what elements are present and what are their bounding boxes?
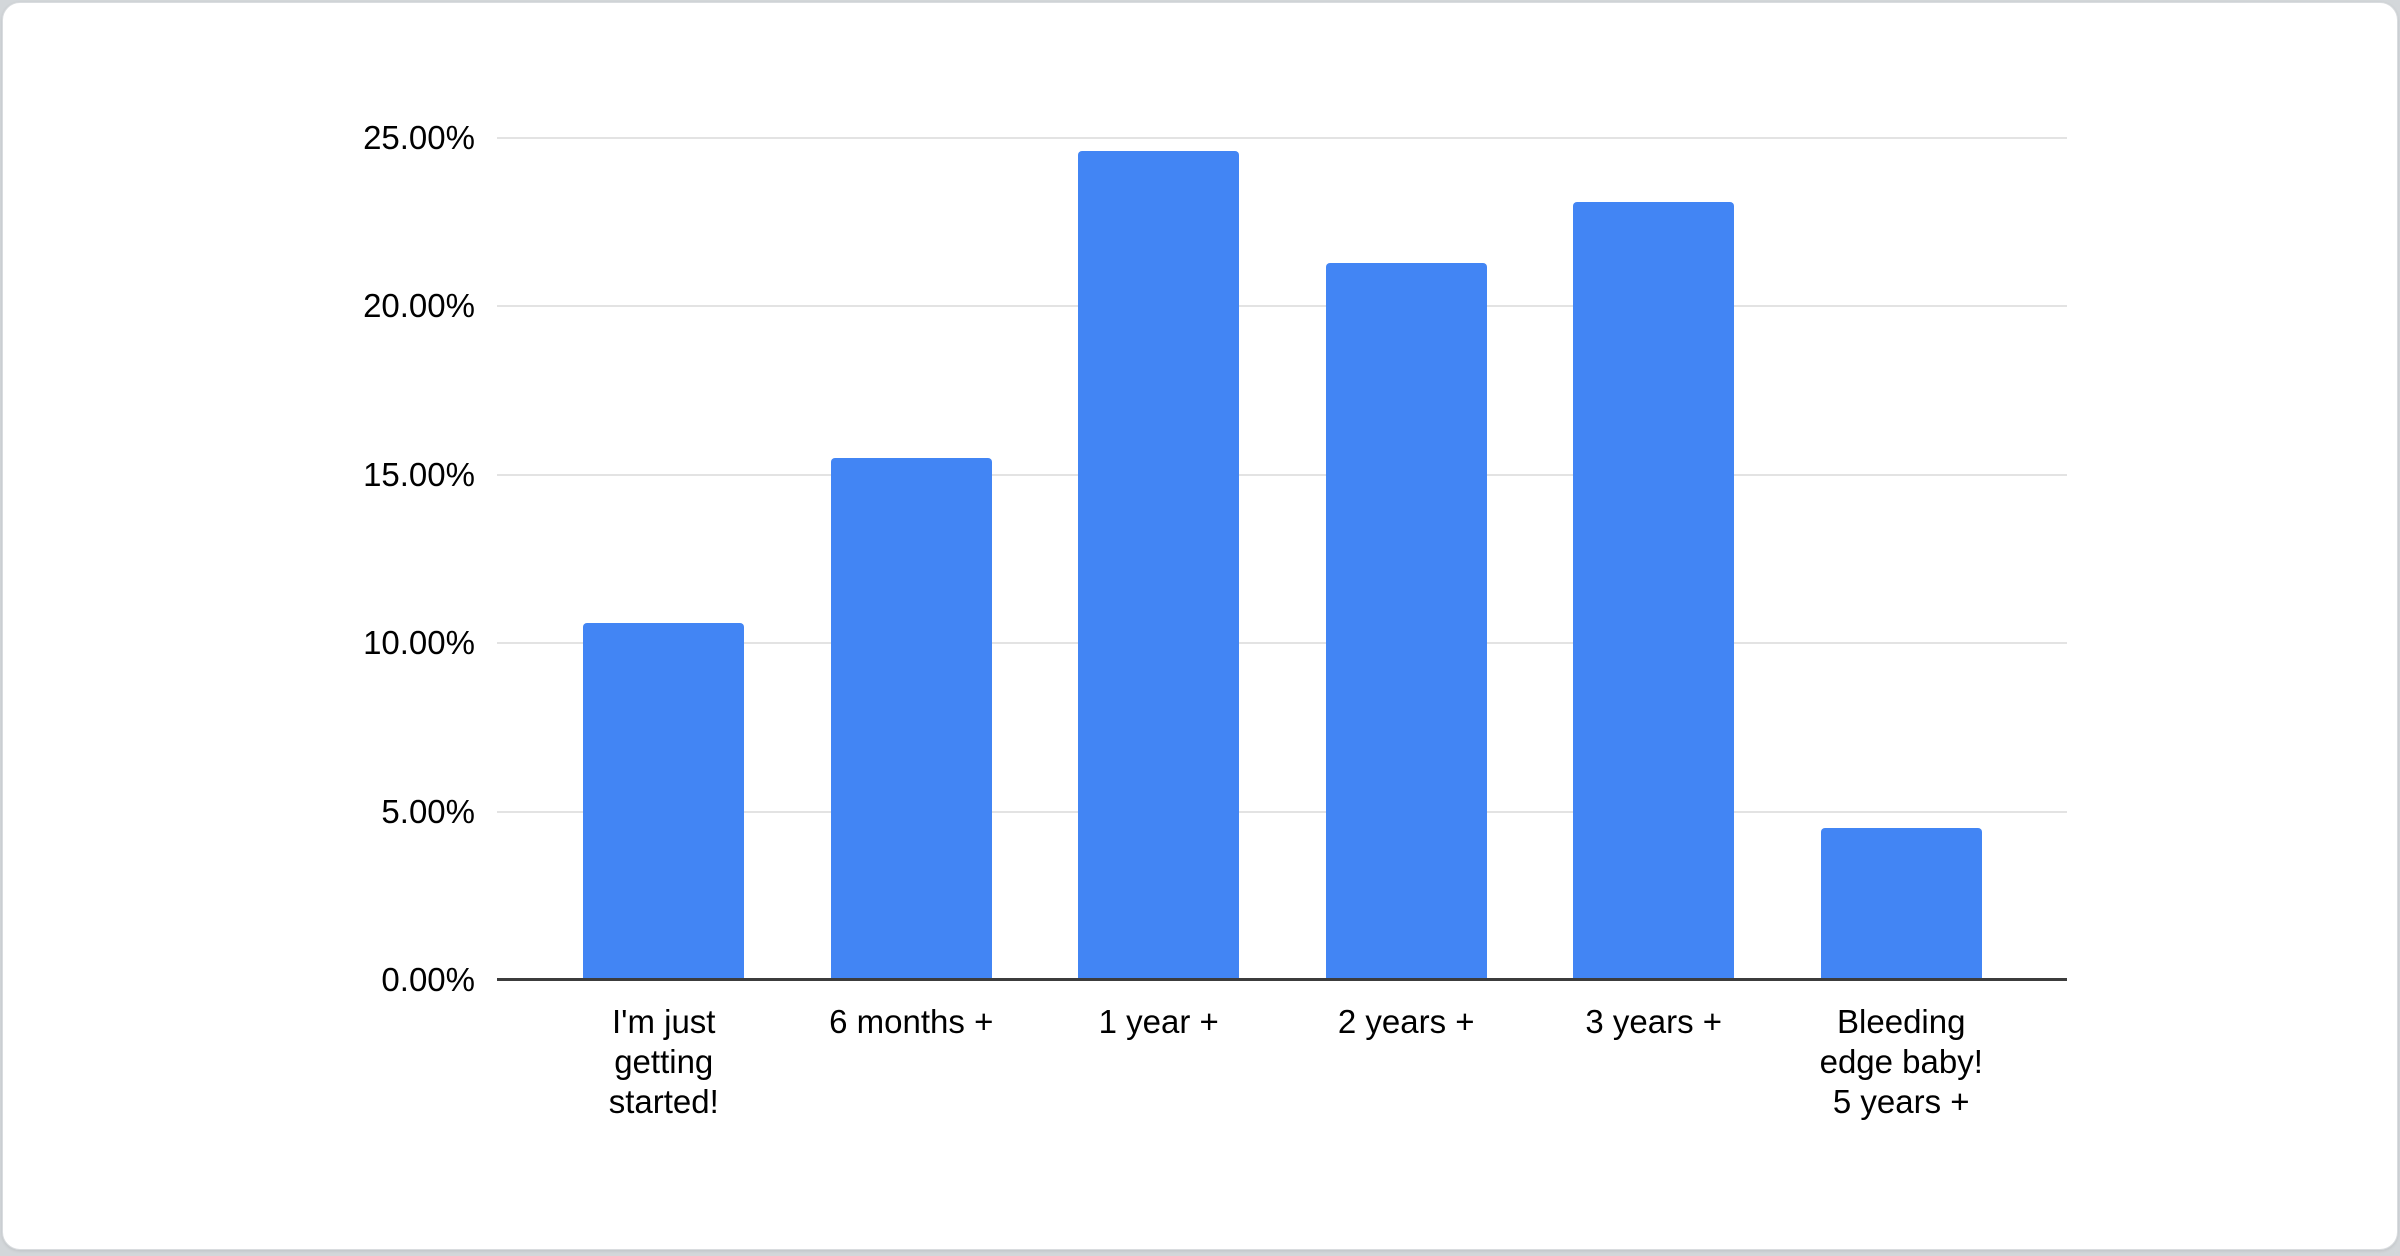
y-axis-tick-label: 5.00% <box>381 792 475 830</box>
chart-bar[interactable] <box>1078 151 1240 980</box>
bars-row <box>540 138 2025 980</box>
x-axis-category-label: 2 years + <box>1337 1003 1475 1040</box>
x-axis-category-label: I'm just getting started! <box>608 1003 719 1120</box>
bar-slot <box>788 138 1036 980</box>
gridline <box>497 810 2067 813</box>
gridline <box>497 137 2067 139</box>
bar-slot <box>1035 138 1283 980</box>
x-axis-line <box>497 978 2067 981</box>
chart-bar[interactable] <box>830 457 992 980</box>
y-axis-tick-label: 15.00% <box>363 455 475 493</box>
x-axis-category-label: 3 years + <box>1585 1003 1723 1040</box>
x-axis-category-label: 6 months + <box>829 1003 994 1040</box>
y-axis-tick-label: 10.00% <box>363 624 475 662</box>
bar-slot <box>1283 138 1531 980</box>
gridline <box>497 642 2067 645</box>
bar-slot <box>1778 138 2026 980</box>
chart-bar[interactable] <box>1573 202 1735 980</box>
chart-bar[interactable] <box>583 623 745 980</box>
bar-slot <box>1530 138 1778 980</box>
chart-bar[interactable] <box>1325 262 1487 980</box>
chart-bar[interactable] <box>1820 828 1982 980</box>
gridline <box>497 473 2067 476</box>
x-axis-labels: I'm just getting started! 6 months + 1 yea… <box>540 1002 2025 1122</box>
y-axis-tick-label: 0.00% <box>381 961 475 998</box>
bar-slot <box>540 138 788 980</box>
y-axis-tick-label: 20.00% <box>363 287 475 325</box>
x-axis-category-label: 1 year + <box>1098 1003 1219 1040</box>
x-axis-category-label: Bleeding edge baby! 5 years + <box>1819 1003 1983 1120</box>
plot-area <box>497 137 2067 981</box>
gridline <box>497 305 2067 308</box>
y-axis-tick-label: 25.00% <box>363 119 475 156</box>
